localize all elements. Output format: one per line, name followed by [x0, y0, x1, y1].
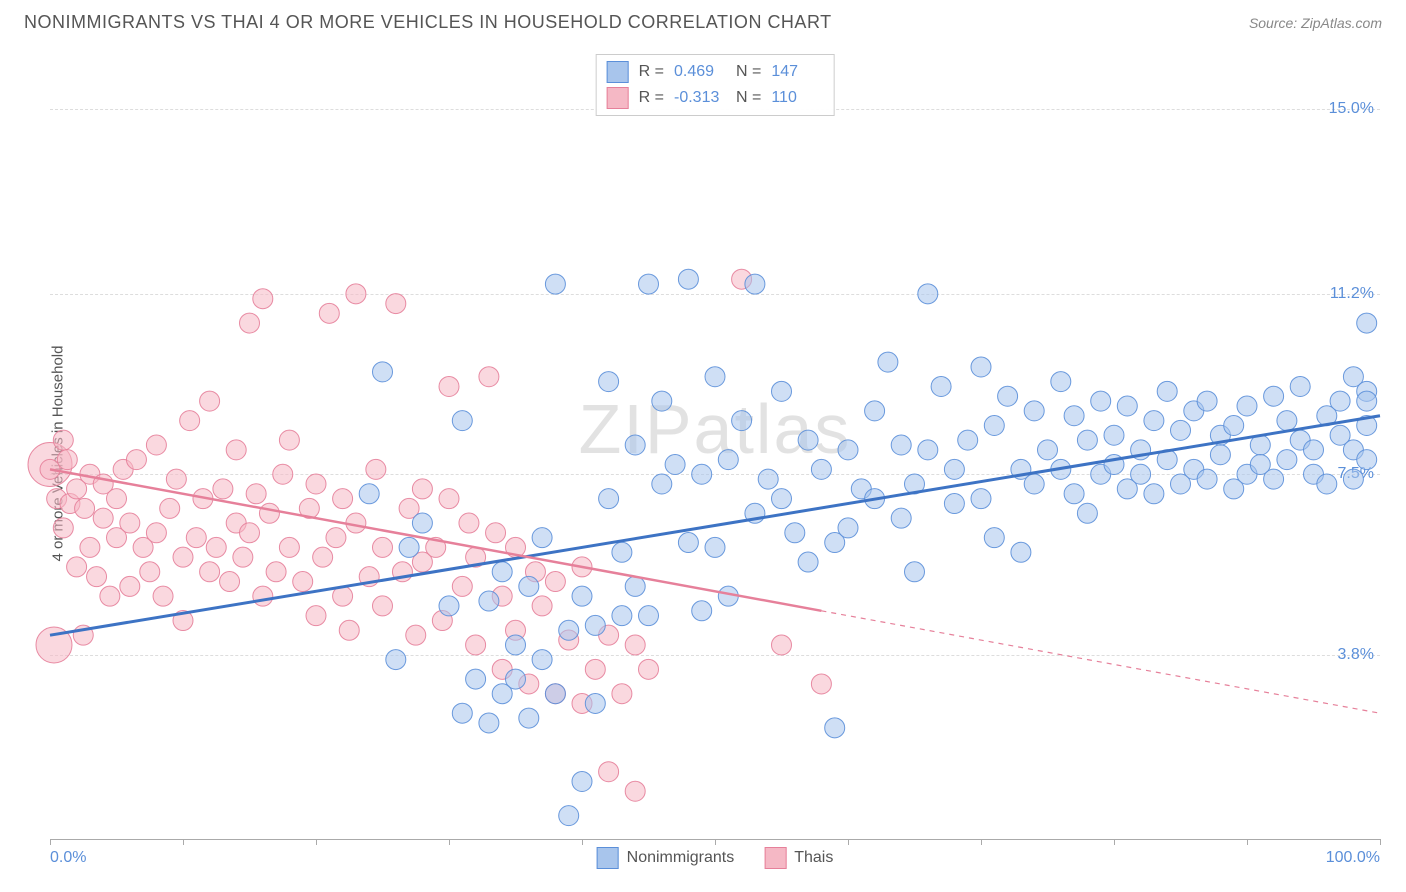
- x-tick-mark: [183, 839, 184, 845]
- n-value: 110: [771, 89, 823, 107]
- stats-swatch-blue: [607, 61, 629, 83]
- x-tick-mark: [1247, 839, 1248, 845]
- legend-swatch-blue: [597, 847, 619, 869]
- n-value: 147: [771, 63, 823, 81]
- chart-title: NONIMMIGRANTS VS THAI 4 OR MORE VEHICLES…: [24, 12, 832, 33]
- x-tick-mark: [449, 839, 450, 845]
- r-value: -0.313: [674, 89, 726, 107]
- legend-label: Thais: [794, 849, 833, 867]
- x-tick-mark: [1114, 839, 1115, 845]
- legend-label: Nonimmigrants: [627, 849, 735, 867]
- r-label: R =: [639, 89, 664, 107]
- x-axis-max-label: 100.0%: [1326, 849, 1380, 867]
- x-tick-mark: [981, 839, 982, 845]
- correlation-stats-box: R = 0.469 N = 147 R = -0.313 N = 110: [596, 54, 835, 116]
- x-tick-mark: [316, 839, 317, 845]
- r-label: R =: [639, 63, 664, 81]
- x-tick-mark: [848, 839, 849, 845]
- legend-bottom: Nonimmigrants Thais: [597, 847, 834, 869]
- x-axis-min-label: 0.0%: [50, 849, 86, 867]
- legend-item-thais: Thais: [764, 847, 833, 869]
- n-label: N =: [736, 89, 761, 107]
- x-tick-mark: [582, 839, 583, 845]
- stats-swatch-pink: [607, 87, 629, 109]
- x-tick-mark: [1380, 839, 1381, 845]
- x-tick-mark: [50, 839, 51, 845]
- n-label: N =: [736, 63, 761, 81]
- source-attribution: Source: ZipAtlas.com: [1249, 15, 1382, 31]
- legend-swatch-pink: [764, 847, 786, 869]
- legend-item-nonimmigrants: Nonimmigrants: [597, 847, 735, 869]
- stats-row: R = -0.313 N = 110: [607, 85, 824, 111]
- r-value: 0.469: [674, 63, 726, 81]
- chart-plot-area: 4 or more Vehicles in Household 3.8%7.5%…: [50, 50, 1380, 840]
- x-tick-mark: [715, 839, 716, 845]
- stats-row: R = 0.469 N = 147: [607, 59, 824, 85]
- scatter-plot-svg: [50, 50, 1380, 839]
